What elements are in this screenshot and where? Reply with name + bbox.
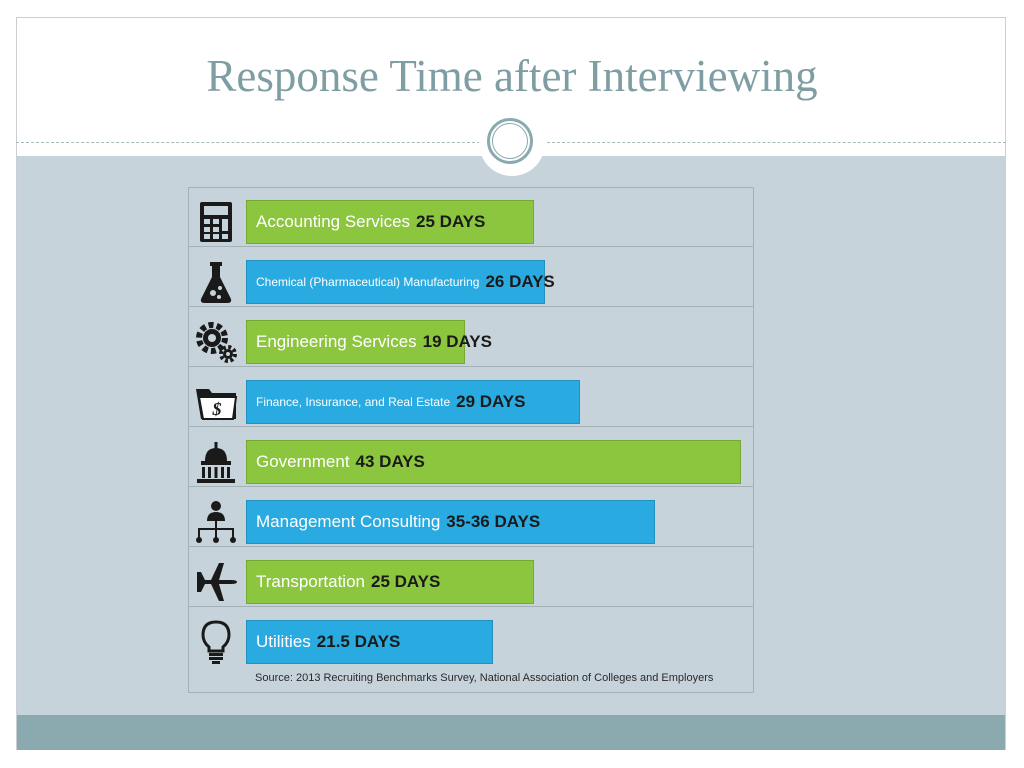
money-folder-icon: $ bbox=[193, 379, 239, 425]
row-divider bbox=[188, 306, 754, 307]
row-divider bbox=[188, 486, 754, 487]
chart-bar: Utilities 21.5 DAYS bbox=[246, 620, 493, 664]
light-bulb-icon bbox=[193, 619, 239, 665]
bar-value-label: 35-36 DAYS bbox=[446, 512, 541, 531]
airplane-icon bbox=[193, 559, 239, 605]
row-divider bbox=[188, 426, 754, 427]
bar-category-label: Utilities bbox=[256, 632, 311, 651]
chart-source: Source: 2013 Recruiting Benchmarks Surve… bbox=[255, 672, 714, 684]
bar-category-label: Finance, Insurance, and Real Estate bbox=[256, 395, 451, 409]
gears-icon bbox=[193, 319, 239, 365]
bar-value-label: 19 DAYS bbox=[422, 332, 492, 351]
row-divider bbox=[188, 366, 754, 367]
capitol-icon bbox=[193, 439, 239, 485]
bar-category-label: Accounting Services bbox=[256, 212, 411, 231]
slide-title: Response Time after Interviewing bbox=[206, 51, 818, 101]
footer-band bbox=[17, 715, 1005, 750]
bar-category-label: Engineering Services bbox=[256, 332, 417, 351]
chart-bar: Finance, Insurance, and Real Estate 29 DA… bbox=[246, 380, 580, 424]
chart-bar: Management Consulting 35-36 DAYS bbox=[246, 500, 655, 544]
bar-value-label: 21.5 DAYS bbox=[316, 632, 401, 651]
bar-category-label: Management Consulting bbox=[256, 512, 441, 531]
svg-text:$: $ bbox=[212, 399, 222, 419]
bar-value-label: 25 DAYS bbox=[370, 572, 441, 591]
bar-value-label: 25 DAYS bbox=[416, 212, 486, 231]
chart-bar: Accounting Services 25 DAYS bbox=[246, 200, 534, 244]
row-divider bbox=[188, 606, 754, 607]
chart-bar: Engineering Services 19 DAYS bbox=[246, 320, 492, 364]
chart-bar: Transportation 25 DAYS bbox=[246, 560, 534, 604]
calculator-icon bbox=[193, 199, 239, 245]
bar-category-label: Transportation bbox=[256, 572, 365, 591]
chart-bar: Chemical (Pharmaceutical) Manufacturing 2… bbox=[246, 260, 555, 304]
flask-icon bbox=[193, 259, 239, 305]
bar-category-label: Chemical (Pharmaceutical) Manufacturing bbox=[256, 275, 480, 289]
bar-category-label: Government bbox=[256, 452, 350, 471]
bar-value-label: 29 DAYS bbox=[456, 392, 526, 411]
bar-value-label: 26 DAYS bbox=[485, 272, 555, 291]
bar-value-label: 43 DAYS bbox=[355, 452, 425, 471]
decorative-ring-inner bbox=[492, 123, 528, 159]
row-divider bbox=[188, 546, 754, 547]
chart-bar: Government 43 DAYS bbox=[246, 440, 741, 484]
org-chart-icon bbox=[193, 499, 239, 545]
row-divider bbox=[188, 246, 754, 247]
